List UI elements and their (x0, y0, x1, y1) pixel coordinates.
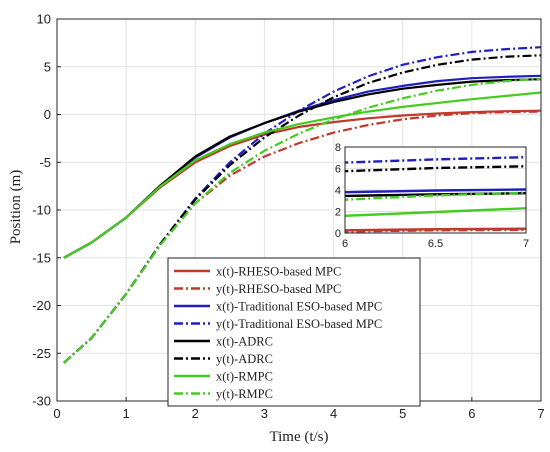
x-tick-label: 7 (537, 406, 544, 421)
series-line-8 (63, 77, 542, 364)
x-tick-label: 4 (330, 406, 337, 421)
legend-label: x(t)-RHESO-based MPC (216, 265, 341, 279)
series-line-6 (63, 54, 542, 364)
legend-label: y(t)-ADRC (216, 352, 273, 366)
inset-series-line-6 (345, 165, 526, 173)
x-tick-label: 0 (53, 406, 60, 421)
x-axis-label: Time (t/s) (269, 429, 328, 445)
inset-frame (344, 146, 527, 234)
y-tick-label: -30 (32, 394, 51, 409)
inset-series-line-3 (345, 188, 526, 194)
inset-series-line-2 (345, 228, 526, 233)
inset-x-tick-label: 7 (523, 238, 529, 250)
x-tick-label: 1 (123, 406, 130, 421)
y-axis-label: Position (m) (8, 170, 24, 245)
inset-plot-area: 6 6.5 7 0 2 4 6 8 (335, 142, 529, 250)
x-tick-label: 2 (192, 406, 199, 421)
inset-y-tick-label: 0 (335, 228, 341, 240)
inset-y-tick-label: 4 (335, 185, 341, 197)
inset-y-tick-label: 8 (335, 142, 341, 154)
y-tick-label: 0 (44, 107, 51, 122)
inset-x-tick-label: 6.5 (428, 238, 443, 250)
legend-label: y(t)-Traditional ESO-based MPC (216, 317, 382, 331)
legend-label: x(t)-ADRC (216, 335, 273, 349)
inset-series-line-8 (345, 191, 526, 201)
inset-series-line-4 (345, 156, 526, 164)
y-tick-label: -25 (32, 346, 51, 361)
legend-label: x(t)-Traditional ESO-based MPC (216, 300, 382, 314)
y-tick-label: 10 (37, 12, 51, 27)
inset-x-tick-label: 6 (342, 238, 348, 250)
x-tick-label: 5 (399, 406, 406, 421)
inset-series-line-7 (345, 207, 526, 218)
inset-series-group (345, 156, 526, 233)
legend-label: x(t)-RMPC (216, 370, 273, 384)
inset-y-tick-label: 6 (335, 164, 341, 176)
x-tick-label: 6 (468, 406, 475, 421)
y-tick-label: -20 (32, 298, 51, 313)
legend-label: y(t)-RHESO-based MPC (216, 282, 341, 296)
legend-label: y(t)-RMPC (216, 387, 273, 401)
y-tick-label: 5 (44, 59, 51, 74)
y-tick-label: -15 (32, 250, 51, 265)
series-line-2 (63, 110, 542, 364)
legend: x(t)-RHESO-based MPC y(t)-RHESO-based MPC… (167, 257, 421, 407)
inset-y-tick-label: 2 (335, 207, 341, 219)
y-tick-label: -5 (39, 155, 51, 170)
legend-box (167, 257, 421, 407)
series-line-7 (63, 91, 542, 259)
y-tick-label: -10 (32, 203, 51, 218)
x-tick-label: 3 (261, 406, 268, 421)
